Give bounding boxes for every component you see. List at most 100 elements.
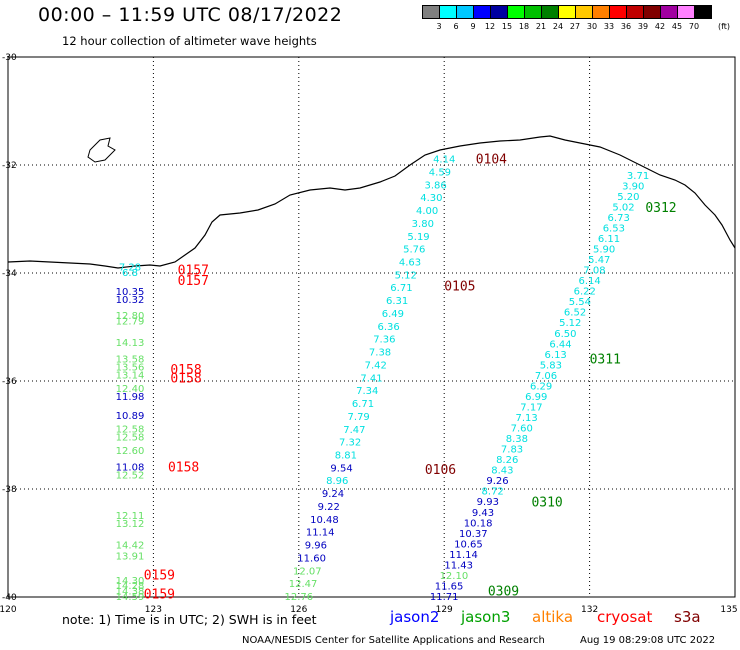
pass-time-label: 0158 bbox=[170, 371, 201, 386]
pass-time-label: 0311 bbox=[590, 352, 621, 367]
swh-value-label: 13.14 bbox=[116, 371, 145, 382]
swh-value-label: 7.08 bbox=[583, 266, 605, 277]
swh-value-label: 11.65 bbox=[435, 581, 464, 592]
swh-value-label: 7.47 bbox=[343, 425, 365, 436]
swh-value-label: 7.38 bbox=[369, 348, 391, 359]
swh-value-label: 10.89 bbox=[116, 411, 145, 422]
colorbar-swatch bbox=[694, 5, 712, 19]
swh-value-label: 8.26 bbox=[496, 455, 518, 466]
swh-value-label: 8.38 bbox=[506, 434, 528, 445]
swh-value-label: 9.96 bbox=[305, 541, 327, 552]
colorbar-label: 18 bbox=[518, 22, 530, 31]
axis-labels: -30 -32 -34 -36 -38 -40 120 123 126 129 132 135 bbox=[0, 53, 738, 615]
swh-value-label: 5.19 bbox=[407, 232, 429, 243]
swh-value-label: 5.83 bbox=[540, 360, 562, 371]
colorbar-label: 3 bbox=[436, 22, 442, 31]
lon-tick-label: 126 bbox=[290, 605, 307, 615]
swh-value-label: 6.44 bbox=[549, 339, 571, 350]
swh-value-label: 14.59 bbox=[116, 592, 145, 603]
swh-value-label: 3.71 bbox=[627, 171, 649, 182]
swh-value-label: 13.56 bbox=[116, 363, 145, 374]
map-frame bbox=[7, 56, 736, 598]
colorbar-label: 30 bbox=[586, 22, 598, 31]
swh-value-label: 9.54 bbox=[330, 463, 352, 474]
colorbar-label: 15 bbox=[501, 22, 513, 31]
swh-value-label: 7.79 bbox=[348, 412, 370, 423]
swh-value-label: 8.43 bbox=[491, 466, 513, 477]
swh-value-label: 9.43 bbox=[472, 508, 494, 519]
swh-value-label: 10.65 bbox=[454, 539, 483, 550]
swh-value-label: 11.08 bbox=[116, 462, 145, 473]
colorbar-label: 45 bbox=[671, 22, 683, 31]
swh-value-label: 6.14 bbox=[578, 276, 600, 287]
lat-tick-label: -34 bbox=[2, 269, 17, 279]
swh-value-label: 12.60 bbox=[116, 446, 145, 457]
lon-tick-label: 120 bbox=[0, 605, 17, 615]
swh-value-label: 12.11 bbox=[116, 511, 145, 522]
lon-tick-label: 129 bbox=[436, 605, 453, 615]
swh-value-label: 12.58 bbox=[116, 433, 145, 444]
track-labels: 7.286.810.3510.3212.8012.7914.1313.5813.… bbox=[116, 155, 650, 603]
swh-value-label: 6.49 bbox=[382, 309, 404, 320]
colorbar-label: 27 bbox=[569, 22, 581, 31]
swh-value-label: 12.58 bbox=[116, 425, 145, 436]
colorbar-unit: (ft) bbox=[718, 22, 731, 31]
swh-value-label: 11.71 bbox=[430, 592, 459, 603]
pass-time-label: 0310 bbox=[531, 496, 562, 511]
pass-time-label: 0105 bbox=[444, 280, 475, 295]
swh-value-label: 6.73 bbox=[608, 213, 630, 224]
swh-value-label: 12.76 bbox=[284, 592, 313, 603]
credit-text: NOAA/NESDIS Center for Satellite Applica… bbox=[242, 635, 545, 646]
swh-value-label: 5.02 bbox=[612, 202, 634, 213]
swh-value-label: 8.81 bbox=[335, 450, 357, 461]
swh-value-label: 4.59 bbox=[429, 167, 451, 178]
swh-value-label: 7.17 bbox=[520, 402, 542, 413]
swh-value-label: 6.22 bbox=[574, 287, 596, 298]
swh-value-label: 6.13 bbox=[545, 350, 567, 361]
swh-value-label: 9.26 bbox=[486, 476, 508, 487]
colorbar-label: 21 bbox=[535, 22, 547, 31]
swh-value-label: 7.32 bbox=[339, 438, 361, 449]
swh-value-label: 4.30 bbox=[420, 193, 442, 204]
time-labels: 0157015701580158015801590159010401050106… bbox=[144, 153, 677, 603]
colorbar-label: 9 bbox=[470, 22, 476, 31]
swh-value-label: 6.8 bbox=[122, 268, 138, 279]
lat-tick-label: -32 bbox=[2, 161, 17, 171]
swh-value-label: 6.11 bbox=[598, 234, 620, 245]
swh-value-label: 5.20 bbox=[617, 192, 639, 203]
lon-tick-label: 123 bbox=[145, 605, 162, 615]
swh-value-label: 12.52 bbox=[116, 471, 145, 482]
swh-value-label: 6.71 bbox=[390, 283, 412, 294]
swh-value-label: 6.31 bbox=[386, 296, 408, 307]
swh-value-label: 6.29 bbox=[530, 381, 552, 392]
colorbar-label: 24 bbox=[552, 22, 564, 31]
pass-time-label: 0106 bbox=[425, 463, 456, 478]
swh-value-label: 5.54 bbox=[569, 297, 591, 308]
pass-time-label: 0157 bbox=[178, 263, 209, 278]
swh-value-label: 4.14 bbox=[433, 155, 455, 166]
swh-value-label: 7.06 bbox=[535, 371, 557, 382]
swh-value-label: 10.18 bbox=[464, 518, 493, 529]
colorbar bbox=[422, 5, 712, 19]
swh-value-label: 5.76 bbox=[403, 245, 425, 256]
swh-value-label: 11.98 bbox=[116, 392, 145, 403]
pass-time-label: 0159 bbox=[144, 587, 175, 602]
footer-note: note: 1) Time is in UTC; 2) SWH is in fe… bbox=[62, 612, 317, 627]
legend-item-altika: altika bbox=[532, 608, 574, 626]
swh-value-label: 5.47 bbox=[588, 255, 610, 266]
swh-value-label: 6.50 bbox=[554, 329, 576, 340]
colorbar-label: 6 bbox=[453, 22, 459, 31]
lat-tick-label: -38 bbox=[2, 485, 17, 495]
legend-item-jason3: jason3 bbox=[461, 608, 511, 626]
swh-value-label: 6.71 bbox=[352, 399, 374, 410]
swh-value-label: 10.48 bbox=[310, 515, 339, 526]
legend-item-cryosat: cryosat bbox=[597, 608, 653, 626]
colorbar-label: 33 bbox=[603, 22, 615, 31]
swh-value-label: 3.80 bbox=[412, 219, 434, 230]
lon-tick-label: 135 bbox=[720, 605, 737, 615]
swh-value-label: 13.91 bbox=[116, 552, 145, 563]
swh-value-label: 7.36 bbox=[373, 335, 395, 346]
pass-time-label: 0158 bbox=[168, 460, 199, 475]
pass-time-label: 0158 bbox=[170, 363, 201, 378]
